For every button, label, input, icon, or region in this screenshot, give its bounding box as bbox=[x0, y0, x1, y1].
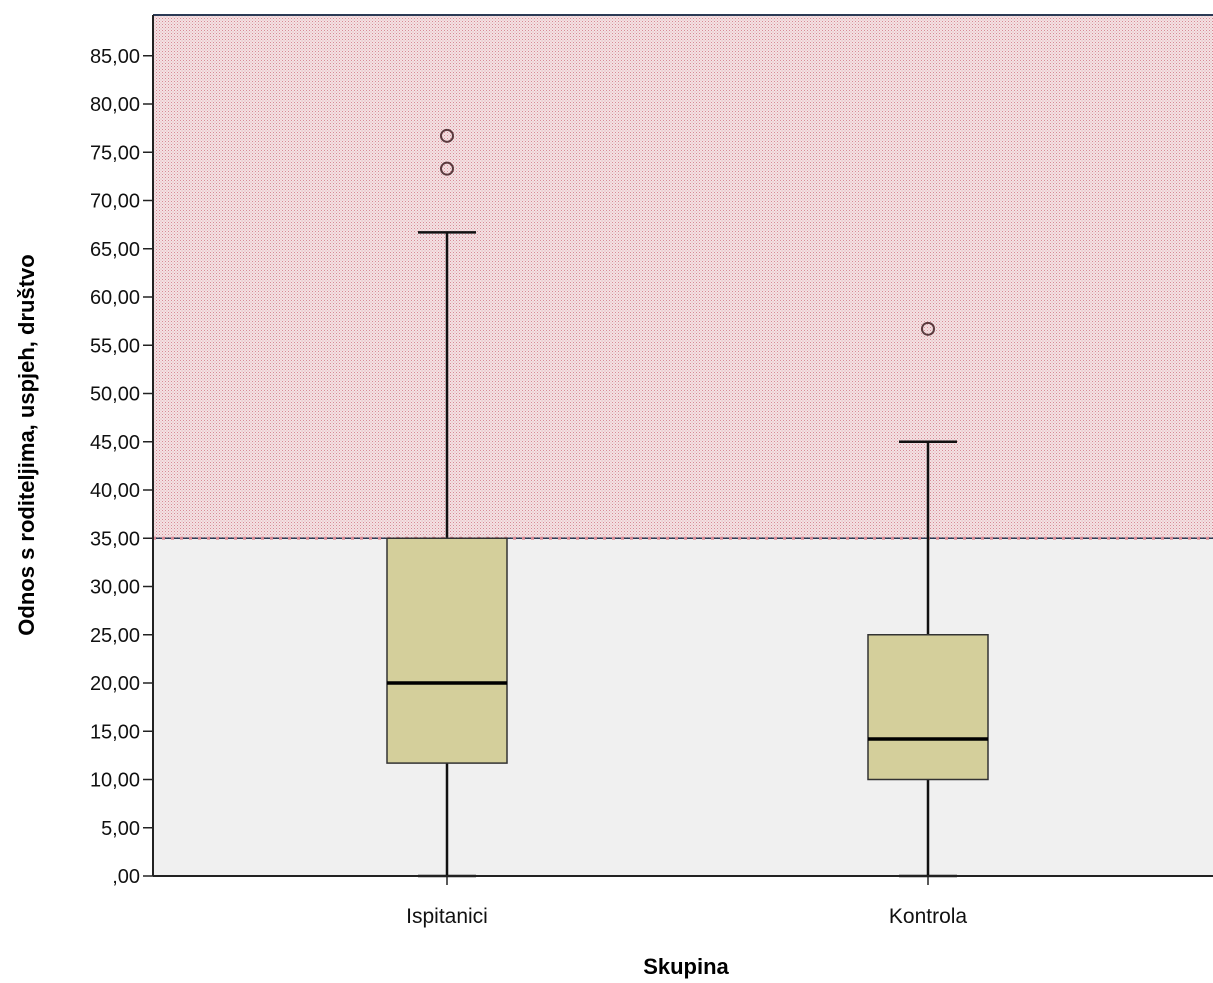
y-tick-label: 55,00 bbox=[90, 335, 140, 357]
box bbox=[867, 634, 989, 781]
box-series bbox=[386, 128, 989, 878]
y-axis-title: Odnos s roditeljima, uspjeh, društvo bbox=[14, 254, 39, 635]
outlier-point bbox=[440, 161, 454, 176]
x-axis: Ispitanici Kontrola bbox=[153, 875, 1213, 928]
y-tick-label: 30,00 bbox=[90, 577, 140, 599]
y-tick-label: 60,00 bbox=[90, 287, 140, 309]
y-tick-label: 10,00 bbox=[90, 770, 140, 792]
region-below-reference bbox=[153, 538, 1213, 876]
region-above-reference bbox=[153, 15, 1213, 539]
y-tick-label: 80,00 bbox=[90, 94, 140, 116]
box-group-kontrola bbox=[867, 321, 989, 878]
y-tick-label: 75,00 bbox=[90, 142, 140, 164]
y-tick-label: 65,00 bbox=[90, 239, 140, 261]
y-tick-label: 35,00 bbox=[90, 528, 140, 550]
plot-background bbox=[153, 14, 1213, 876]
outlier-point bbox=[921, 321, 935, 336]
x-axis-title: Skupina bbox=[643, 954, 729, 979]
x-tick-label: Kontrola bbox=[889, 905, 968, 928]
y-tick-label: ,00 bbox=[112, 866, 140, 888]
y-tick-label: 45,00 bbox=[90, 432, 140, 454]
y-tick-label: 40,00 bbox=[90, 480, 140, 502]
y-tick-label: 25,00 bbox=[90, 625, 140, 647]
box bbox=[386, 537, 508, 764]
y-axis: ,00 5,00 10,00 15,00 20,00 25,00 30,00 35,00 40,… bbox=[90, 15, 154, 888]
y-tick-label: 70,00 bbox=[90, 191, 140, 213]
y-tick-label: 5,00 bbox=[101, 818, 140, 840]
y-tick-label: 85,00 bbox=[90, 46, 140, 68]
outlier-point bbox=[440, 128, 454, 143]
box-group-ispitanici bbox=[386, 128, 508, 878]
y-tick-label: 50,00 bbox=[90, 384, 140, 406]
y-tick-label: 20,00 bbox=[90, 673, 140, 695]
x-tick-label: Ispitanici bbox=[406, 905, 488, 928]
y-tick-label: 15,00 bbox=[90, 721, 140, 743]
